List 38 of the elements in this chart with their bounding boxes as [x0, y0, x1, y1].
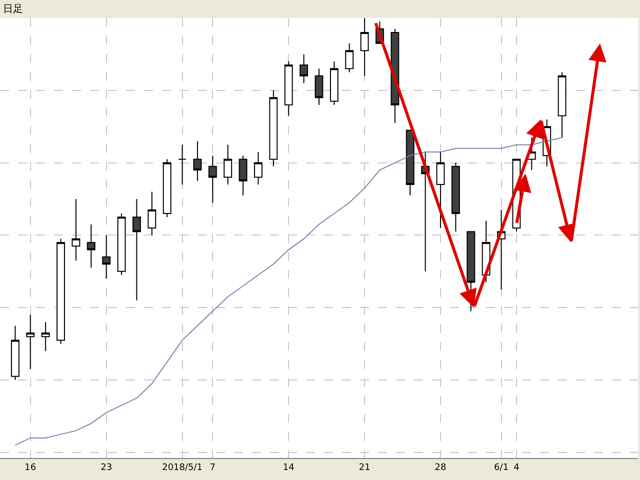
candlestick: [41, 322, 50, 352]
candlestick: [178, 144, 187, 186]
candlestick: [26, 314, 35, 370]
candlestick: [284, 60, 293, 116]
x-tick-label: 14: [282, 462, 295, 473]
candlestick: [269, 90, 278, 167]
candlestick: [224, 144, 232, 186]
chart-title: 日足: [3, 4, 24, 15]
candlestick: [314, 68, 324, 106]
candlestick: [254, 151, 262, 186]
candlestick: [148, 191, 156, 236]
candlestick: [56, 238, 65, 344]
x-tick-label: 6/1: [494, 462, 509, 473]
candlestick: [558, 72, 566, 138]
candlestick: [193, 140, 202, 182]
candlestick: [102, 234, 111, 280]
candlestick: [300, 54, 308, 84]
candlestick: [345, 42, 354, 73]
candlestick: [86, 224, 96, 268]
candlestick: [10, 325, 20, 381]
candlestick: [132, 198, 141, 301]
x-tick-label: 4: [514, 462, 520, 473]
candlestick: [406, 130, 414, 196]
x-tick-label: 2018/5/1: [162, 462, 202, 473]
candlestick: [238, 155, 248, 196]
candlestick: [436, 151, 445, 228]
candlestick: [162, 158, 172, 218]
candlestick: [117, 212, 126, 276]
candlestick: [72, 198, 80, 262]
candlestick: [451, 162, 460, 232]
candlestick: [330, 60, 338, 106]
x-tick-label: 21: [358, 462, 370, 473]
x-tick-label: 28: [434, 462, 447, 473]
x-tick-label: 23: [100, 462, 112, 473]
candlestick: [208, 155, 217, 204]
candlestick: [466, 231, 476, 312]
x-tick-label: 16: [24, 462, 36, 473]
x-tick-label: 7: [210, 462, 216, 473]
